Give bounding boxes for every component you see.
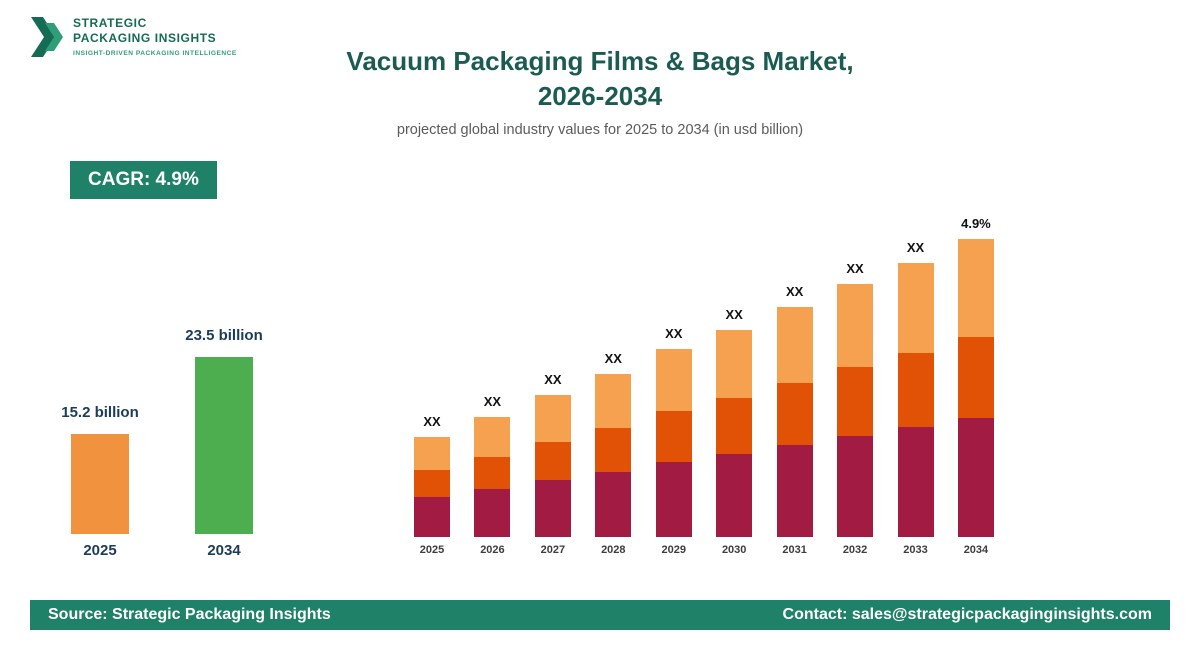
segment-middle <box>776 382 813 445</box>
stacked-bar-column: XX 2026 <box>474 394 511 557</box>
bar-top-label: XX <box>423 414 441 429</box>
stacked-bar-column: XX 2025 <box>414 414 450 557</box>
axis-label: 2034 <box>207 542 241 559</box>
logo-text: STRATEGIC PACKAGING INSIGHTS INSIGHT-DRI… <box>73 14 237 57</box>
bar-top-label: 4.9% <box>961 216 991 231</box>
axis-label: 2025 <box>419 544 445 556</box>
bar-top-label: XX <box>544 372 562 387</box>
segment-middle <box>655 411 692 462</box>
bar-top-label: XX <box>483 394 502 409</box>
axis-label: 2026 <box>480 544 505 556</box>
segment-bottom <box>534 480 571 537</box>
segment-bottom <box>897 427 934 537</box>
stacked-bar-2031 <box>776 307 813 537</box>
stacked-bar-2029 <box>655 349 692 537</box>
segment-top <box>655 349 692 412</box>
stacked-bar-2032 <box>837 284 874 537</box>
segment-middle <box>595 427 632 472</box>
page-subtitle: projected global industry values for 202… <box>396 122 804 139</box>
segment-middle <box>716 398 753 455</box>
bar-2034 <box>195 357 253 534</box>
bar-top-label: XX <box>785 284 804 299</box>
axis-label: 2032 <box>842 544 868 556</box>
page-title-line2: 2026-2034 <box>537 81 663 112</box>
stacked-bar-column: XX 2029 <box>655 326 692 557</box>
stacked-bar-2030 <box>716 330 753 537</box>
axis-label: 2029 <box>661 544 686 556</box>
stacked-bar-column: XX 2032 <box>837 261 874 557</box>
bar-top-label: XX <box>846 261 864 276</box>
segment-middle <box>837 367 874 436</box>
segment-middle <box>957 337 994 418</box>
bar-2025 <box>71 434 129 534</box>
stacked-bar-column: XX 2027 <box>534 372 571 557</box>
summary-bar-column: 23.5 billion 2034 <box>178 327 270 560</box>
axis-label: 2028 <box>601 544 626 556</box>
stacked-bar-2034 <box>957 239 994 537</box>
logo: STRATEGIC PACKAGING INSIGHTS INSIGHT-DRI… <box>30 14 237 60</box>
cagr-badge: CAGR: 4.9% <box>70 161 217 199</box>
segment-bottom <box>837 435 874 537</box>
value-label: 23.5 billion <box>185 327 263 344</box>
segment-bottom <box>716 454 753 537</box>
segment-middle <box>534 441 571 481</box>
segment-bottom <box>595 471 632 537</box>
stacked-bar-2025 <box>414 437 450 537</box>
stacked-bar-column: 4.9% 2034 <box>957 216 994 557</box>
stacked-bar-2028 <box>595 374 632 537</box>
segment-top <box>474 417 511 457</box>
segment-top <box>837 284 874 368</box>
segment-top <box>716 330 753 399</box>
axis-label: 2031 <box>782 544 807 556</box>
footer-source: Source: Strategic Packaging Insights <box>48 606 331 623</box>
segment-top <box>957 239 994 338</box>
logo-chevron-icon <box>31 17 63 57</box>
segment-bottom <box>957 417 994 537</box>
summary-bar-chart: 15.2 billion 2025 23.5 billion 2034 <box>52 320 272 560</box>
stacked-bar-2033 <box>897 263 934 537</box>
segment-middle <box>474 456 511 489</box>
stacked-bar-chart: XX 2025 XX 2026 XX 2027 XX 2028 XX 2029 XX 2030 XX 20… <box>414 207 994 557</box>
segment-top <box>534 395 571 442</box>
segment-top <box>776 307 813 383</box>
stacked-bar-column: XX 2030 <box>716 307 753 557</box>
segment-bottom <box>474 488 511 537</box>
footer-contact[interactable]: Contact: sales@strategicpackaginginsight… <box>782 606 1152 623</box>
segment-bottom <box>414 497 450 537</box>
title-block: Vacuum Packaging Films & Bags Market, 20… <box>250 44 950 138</box>
page-title-line1: Vacuum Packaging Films & Bags Market, <box>346 46 854 76</box>
stacked-bar-2026 <box>474 417 511 537</box>
summary-bar-column: 15.2 billion 2025 <box>54 404 146 560</box>
logo-line1: STRATEGIC <box>73 16 147 30</box>
stacked-bar-2027 <box>534 395 571 537</box>
stacked-bar-column: XX 2033 <box>897 240 934 557</box>
axis-label: 2025 <box>83 542 117 559</box>
bar-top-label: XX <box>725 307 743 322</box>
value-label: 15.2 billion <box>61 404 139 421</box>
bar-top-label: XX <box>906 240 925 255</box>
bar-top-label: XX <box>665 326 683 341</box>
stacked-bar-column: XX 2028 <box>595 351 632 557</box>
segment-middle <box>897 353 934 428</box>
axis-label: 2033 <box>903 544 928 556</box>
bar-top-label: XX <box>604 351 622 366</box>
logo-line2: PACKAGING INSIGHTS <box>73 31 217 45</box>
logo-tagline: INSIGHT-DRIVEN PACKAGING INTELLIGENCE <box>73 50 237 57</box>
axis-label: 2027 <box>540 544 566 556</box>
segment-bottom <box>776 444 813 537</box>
footer-bar: Source: Strategic Packaging Insights Con… <box>30 600 1170 630</box>
segment-top <box>414 437 450 470</box>
segment-bottom <box>655 461 692 537</box>
segment-top <box>897 263 934 354</box>
segment-top <box>595 374 632 428</box>
axis-label: 2030 <box>721 544 747 556</box>
axis-label: 2034 <box>963 544 989 556</box>
stacked-bar-column: XX 2031 <box>776 284 813 557</box>
segment-middle <box>414 470 450 497</box>
